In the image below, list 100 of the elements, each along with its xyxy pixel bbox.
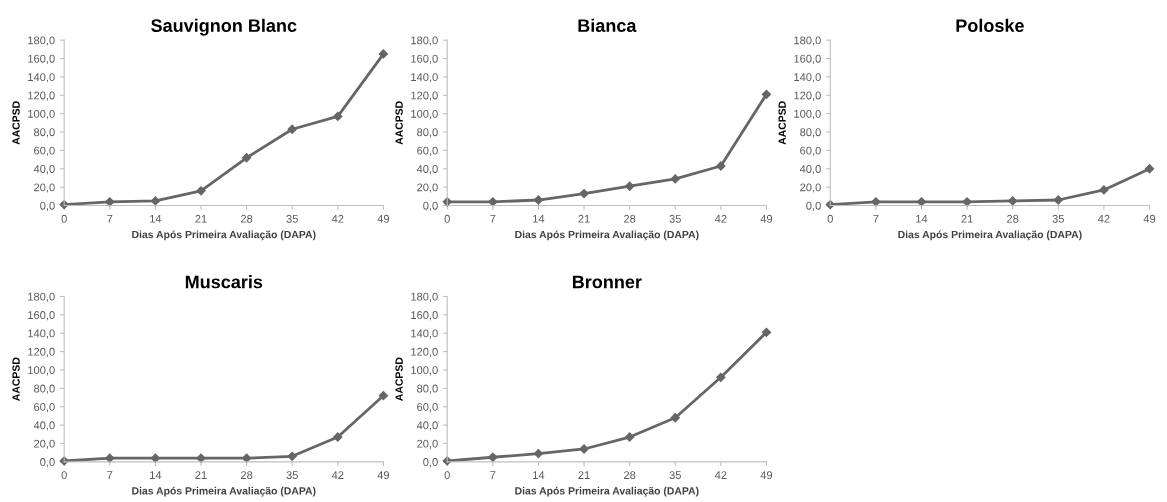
y-tick-label: 160,0 bbox=[28, 311, 55, 321]
x-tick-label: 7 bbox=[490, 471, 496, 479]
y-tick-label: 80,0 bbox=[34, 384, 55, 394]
y-tick-label: 40,0 bbox=[33, 421, 55, 431]
y-tick-label: 0,0 bbox=[423, 201, 438, 211]
y-tick-label: 140,0 bbox=[411, 73, 438, 83]
x-tick-label: 0 bbox=[444, 214, 450, 223]
x-tick-label: 35 bbox=[669, 214, 681, 223]
point bbox=[150, 196, 161, 206]
point bbox=[825, 199, 835, 210]
point bbox=[241, 153, 252, 163]
point bbox=[625, 181, 635, 191]
point bbox=[962, 197, 972, 207]
x-tick-label: 28 bbox=[624, 471, 636, 480]
y-tick-label: 160,0 bbox=[411, 311, 438, 321]
point bbox=[59, 199, 69, 210]
x-tick-label: 21 bbox=[195, 471, 207, 479]
point bbox=[716, 161, 726, 171]
y-tick-label: 180,0 bbox=[411, 36, 438, 46]
chart-title: Muscaris bbox=[185, 275, 263, 289]
y-tick-label: 120,0 bbox=[411, 347, 438, 358]
x-tick-label: 0 bbox=[61, 471, 67, 480]
y-tick-label: 80,0 bbox=[417, 384, 438, 394]
x-tick-label: 28 bbox=[240, 214, 253, 223]
point bbox=[378, 391, 389, 401]
y-tick-label: 100,0 bbox=[28, 109, 55, 120]
x-tick-label: 7 bbox=[107, 471, 113, 479]
y-tick-label: 180,0 bbox=[28, 36, 55, 46]
point bbox=[533, 195, 544, 205]
x-tick-label: 7 bbox=[873, 214, 879, 223]
y-tick-label: 40,0 bbox=[416, 421, 438, 431]
y-tick-label: 0,0 bbox=[806, 201, 821, 211]
y-tick-label: 60,0 bbox=[417, 146, 438, 156]
x-tick-label: 42 bbox=[331, 214, 344, 223]
y-tick-label: 160,0 bbox=[411, 54, 438, 64]
x-tick-label: 35 bbox=[669, 471, 681, 480]
y-tick-label: 180,0 bbox=[411, 292, 438, 302]
x-tick-label: 14 bbox=[916, 214, 928, 223]
point bbox=[105, 453, 115, 463]
y-tick-label: 120,0 bbox=[794, 91, 821, 101]
point bbox=[196, 453, 206, 463]
y-tick-label: 80,0 bbox=[34, 128, 55, 138]
y-tick-label: 40,0 bbox=[799, 165, 821, 175]
y-tick-label: 40,0 bbox=[33, 165, 55, 175]
x-axis-title: Dias Após Primeira Avaliação (DAPA) bbox=[898, 230, 1082, 241]
point bbox=[1053, 195, 1063, 205]
y-tick-label: 60,0 bbox=[34, 402, 55, 413]
point bbox=[670, 413, 680, 423]
point bbox=[333, 432, 343, 442]
y-tick-label: 100,0 bbox=[28, 366, 55, 376]
x-tick-label: 21 bbox=[195, 214, 207, 223]
y-tick-label: 60,0 bbox=[34, 146, 55, 156]
y-tick-label: 120,0 bbox=[411, 91, 438, 101]
chart-title: Sauvignon Blanc bbox=[151, 18, 297, 36]
point bbox=[150, 453, 161, 463]
point bbox=[333, 111, 343, 122]
point bbox=[488, 197, 498, 207]
y-tick-label: 80,0 bbox=[417, 128, 438, 138]
y-tick-label: 160,0 bbox=[28, 54, 55, 64]
x-axis-title: Dias Após Primeira Avaliação (DAPA) bbox=[515, 486, 699, 497]
x-tick-label: 14 bbox=[533, 214, 545, 223]
chart-title: Bronner bbox=[572, 275, 642, 289]
y-tick-label: 20,0 bbox=[34, 183, 55, 193]
x-tick-label: 42 bbox=[714, 471, 727, 479]
x-axis-title: Dias Após Primeira Avaliação (DAPA) bbox=[515, 230, 699, 241]
x-tick-label: 49 bbox=[760, 214, 773, 223]
point bbox=[625, 432, 635, 442]
y-tick-label: 140,0 bbox=[794, 73, 821, 83]
y-tick-label: 100,0 bbox=[411, 109, 438, 120]
point bbox=[488, 452, 498, 462]
y-tick-label: 0,0 bbox=[40, 201, 55, 211]
point bbox=[196, 186, 206, 196]
point bbox=[1008, 196, 1018, 206]
point bbox=[871, 197, 881, 207]
x-tick-label: 0 bbox=[444, 471, 450, 480]
point bbox=[442, 456, 452, 466]
y-tick-label: 120,0 bbox=[28, 347, 55, 358]
point bbox=[241, 453, 252, 463]
y-axis-title: AACPSD bbox=[12, 101, 20, 145]
y-tick-label: 0,0 bbox=[423, 458, 438, 468]
y-axis-title: AACPSD bbox=[778, 101, 786, 145]
x-tick-label: 35 bbox=[1052, 214, 1065, 223]
point bbox=[916, 197, 927, 207]
x-axis-title: Dias Após Primeira Avaliação (DAPA) bbox=[132, 230, 316, 241]
y-tick-label: 100,0 bbox=[794, 109, 821, 120]
x-tick-label: 49 bbox=[760, 471, 773, 480]
point bbox=[1099, 185, 1109, 195]
point bbox=[59, 456, 69, 466]
x-tick-label: 28 bbox=[240, 471, 253, 480]
x-tick-label: 0 bbox=[61, 214, 67, 223]
y-tick-label: 140,0 bbox=[28, 73, 55, 83]
y-tick-label: 20,0 bbox=[34, 439, 55, 449]
point bbox=[670, 174, 680, 184]
x-tick-label: 28 bbox=[624, 214, 636, 223]
x-tick-label: 14 bbox=[150, 471, 162, 479]
point bbox=[579, 188, 589, 199]
y-tick-label: 140,0 bbox=[411, 329, 438, 339]
x-tick-label: 42 bbox=[714, 214, 727, 223]
point bbox=[1144, 164, 1155, 174]
y-tick-label: 20,0 bbox=[417, 183, 438, 193]
